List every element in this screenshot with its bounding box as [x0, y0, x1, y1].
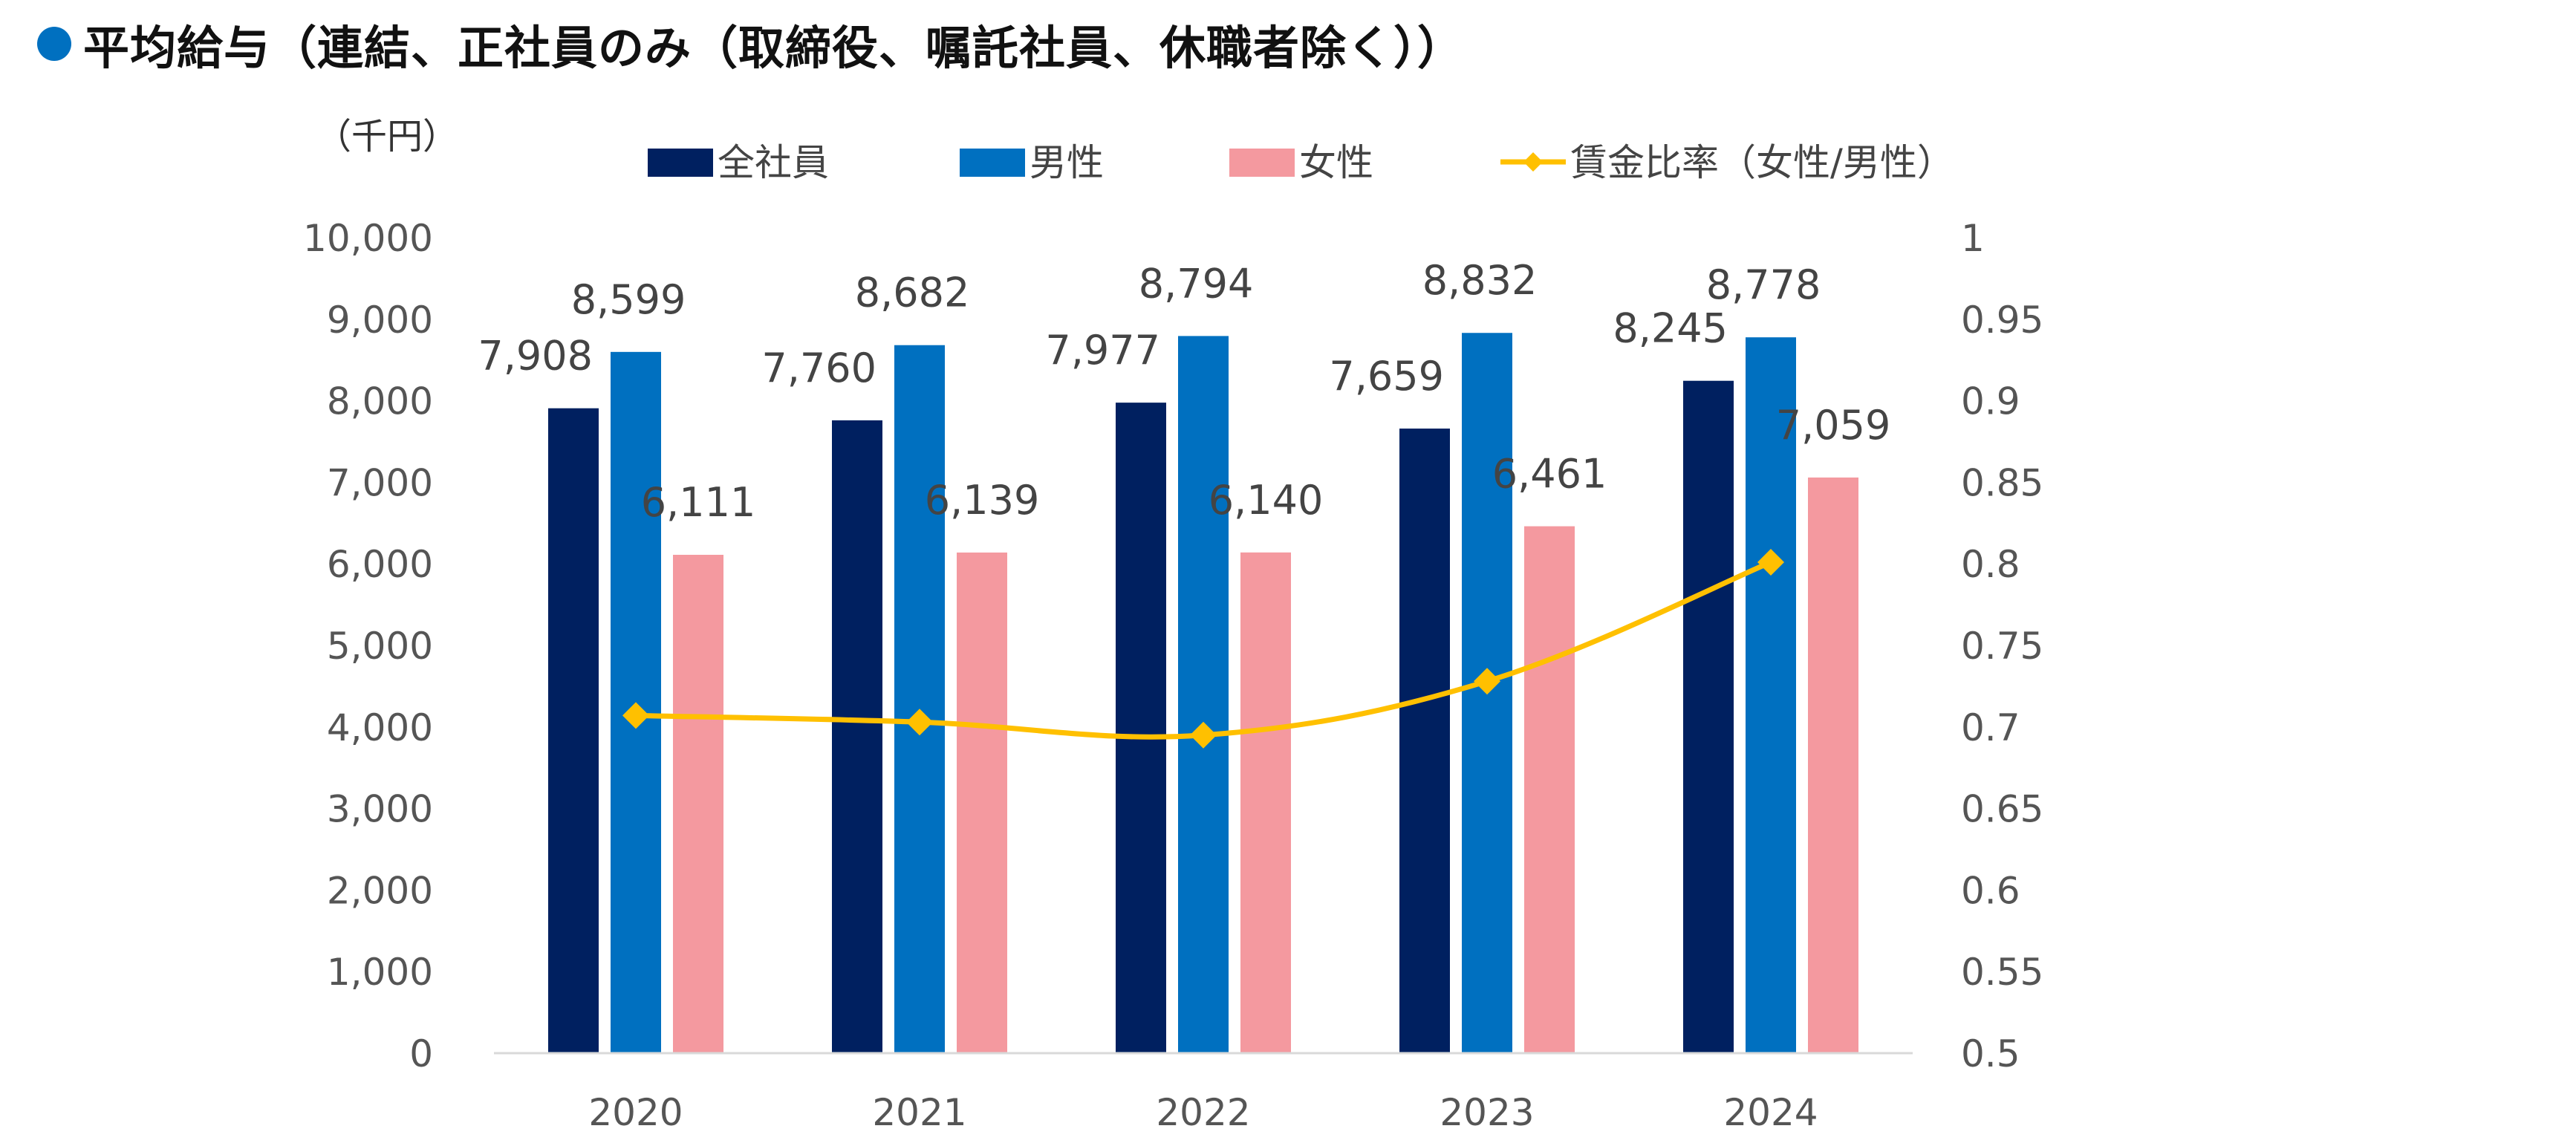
- x-tick-label: 2022: [1156, 1091, 1250, 1134]
- x-tick-label: 2023: [1440, 1091, 1534, 1134]
- data-label-2023-2: 8,832: [1422, 257, 1538, 304]
- data-label-2023-1: 7,659: [1329, 353, 1444, 400]
- legend-swatch-2: [960, 149, 1025, 177]
- y-unit-label: （千円）: [316, 116, 458, 157]
- y-left-tick-label: 2,000: [327, 869, 433, 912]
- legend-label-2: 男性: [1030, 141, 1104, 184]
- data-label-2024-1: 8,245: [1613, 305, 1728, 352]
- bar-series: [548, 333, 1858, 1053]
- y-right-axis: 0.5 0.55 0.6 0.65 0.7 0.75 0.8 0.85 0.9 0.95 1: [1961, 217, 2043, 1075]
- y-right-tick-label: 0.7: [1961, 706, 2020, 749]
- y-right-tick-label: 0.9: [1961, 380, 2020, 423]
- bullet-icon: [37, 27, 71, 61]
- x-tick-label: 2020: [588, 1091, 683, 1134]
- data-label-2022-2: 8,794: [1139, 260, 1254, 307]
- legend-swatch-1: [648, 149, 713, 177]
- bar-2021-2: [894, 345, 945, 1053]
- y-right-tick-label: 1: [1961, 217, 1985, 260]
- y-left-tick-label: 5,000: [327, 625, 433, 668]
- data-label-2022-1: 7,977: [1045, 327, 1160, 374]
- y-right-tick-label: 0.6: [1961, 869, 2020, 912]
- ratio-line-series: [622, 549, 1784, 749]
- ratio-marker-2024: [1757, 549, 1784, 576]
- legend-label-1: 全社員: [718, 141, 829, 184]
- chart-header: 平均給与（連結、正社員のみ（取締役、嘱託社員、休職者除く））: [37, 10, 1464, 77]
- bar-2024-3: [1808, 477, 1858, 1053]
- data-label-2020-1: 7,908: [478, 333, 593, 380]
- chart-legend: 全社員 男性 女性 賃金比率（女性/男性）: [648, 141, 1954, 184]
- data-label-2023-3: 6,461: [1492, 451, 1607, 498]
- ratio-marker-2021: [906, 709, 933, 736]
- data-label-2022-3: 6,140: [1209, 477, 1324, 524]
- legend-label-4: 賃金比率（女性/男性）: [1570, 141, 1954, 184]
- data-labels: 7,908 8,599 6,111 7,760 8,682 6,139 7,977 8,794…: [478, 257, 1890, 526]
- y-right-tick-label: 0.8: [1961, 543, 2020, 586]
- y-left-tick-label: 9,000: [327, 299, 433, 342]
- y-right-tick-label: 0.85: [1961, 461, 2043, 504]
- data-label-2020-3: 6,111: [641, 479, 756, 526]
- y-left-tick-label: 10,000: [303, 217, 433, 260]
- legend-swatch-3: [1229, 149, 1295, 177]
- y-left-tick-label: 6,000: [327, 543, 433, 586]
- x-axis: 2020 2021 2022 2023 2024: [588, 1091, 1818, 1134]
- ratio-marker-2020: [622, 702, 649, 729]
- bar-2022-2: [1178, 336, 1229, 1053]
- y-right-tick-label: 0.75: [1961, 625, 2043, 668]
- x-tick-label: 2021: [872, 1091, 966, 1134]
- y-right-tick-label: 0.65: [1961, 788, 2043, 831]
- bar-2021-1: [832, 420, 882, 1053]
- data-label-2024-3: 7,059: [1776, 402, 1891, 449]
- y-left-tick-label: 0: [409, 1032, 433, 1075]
- bar-2022-1: [1116, 403, 1166, 1053]
- data-label-2021-2: 8,682: [855, 270, 970, 316]
- bar-2020-1: [548, 408, 599, 1053]
- y-right-tick-label: 0.95: [1961, 299, 2043, 342]
- ratio-marker-2022: [1190, 721, 1217, 749]
- data-label-2020-2: 8,599: [571, 276, 686, 323]
- data-label-2021-3: 6,139: [925, 477, 1040, 524]
- y-left-axis: 0 1,000 2,000 3,000 4,000 5,000 6,000 7,000 8,00…: [303, 217, 433, 1075]
- y-left-tick-label: 7,000: [327, 461, 433, 504]
- y-right-tick-label: 0.55: [1961, 951, 2043, 994]
- chart-title: 平均給与（連結、正社員のみ（取締役、嘱託社員、休職者除く））: [83, 21, 1465, 75]
- x-tick-label: 2024: [1723, 1091, 1818, 1134]
- ratio-marker-2023: [1474, 668, 1500, 695]
- bar-2024-1: [1683, 380, 1734, 1053]
- y-left-tick-label: 3,000: [327, 788, 433, 831]
- bar-2020-3: [673, 555, 723, 1053]
- legend-diamond-icon: [1523, 152, 1543, 172]
- bar-2022-3: [1240, 552, 1291, 1053]
- y-left-tick-label: 8,000: [327, 380, 433, 423]
- data-label-2024-2: 8,778: [1706, 261, 1821, 308]
- bar-2021-3: [957, 552, 1007, 1053]
- y-left-tick-label: 4,000: [327, 706, 433, 749]
- legend-label-3: 女性: [1299, 141, 1373, 184]
- bar-2023-3: [1524, 526, 1575, 1053]
- bar-2024-2: [1746, 337, 1796, 1053]
- bar-2023-1: [1399, 429, 1450, 1053]
- data-label-2021-1: 7,760: [761, 345, 876, 391]
- y-left-tick-label: 1,000: [327, 951, 433, 994]
- y-right-tick-label: 0.5: [1961, 1032, 2020, 1075]
